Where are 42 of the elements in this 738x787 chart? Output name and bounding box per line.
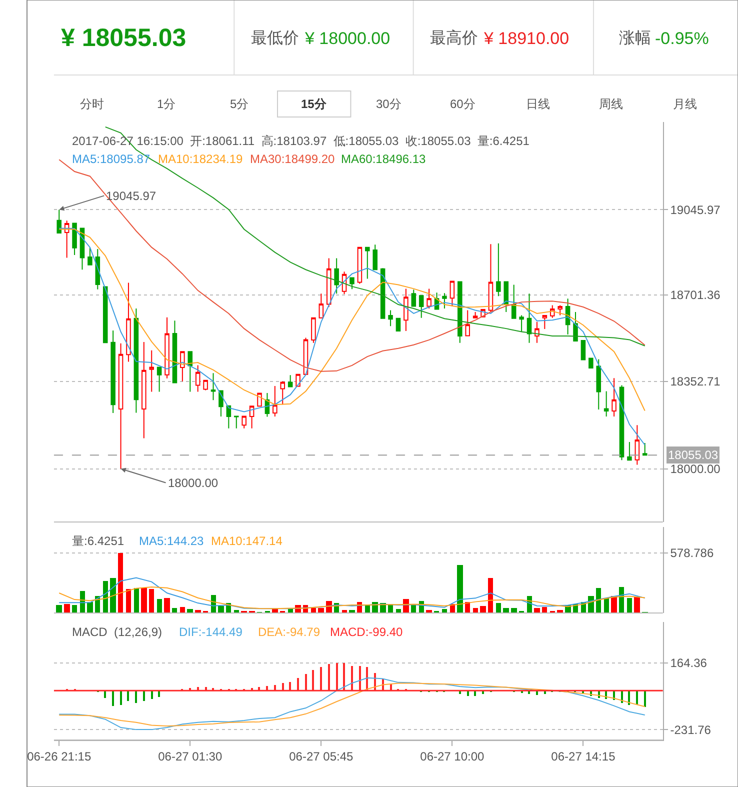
text: 60分 — [450, 97, 476, 111]
text: DIF:-144.49 — [179, 625, 243, 639]
text: 日线 — [526, 97, 550, 111]
annotation: 19045.97 — [106, 189, 156, 203]
text: 月线 — [673, 97, 697, 111]
text: MA5:144.23 — [139, 534, 204, 548]
text: 最高价 — [430, 29, 478, 47]
y-tick-label: 18000.00 — [670, 462, 721, 476]
text: 15分 — [301, 97, 328, 111]
y-tick-label: 19045.97 — [670, 202, 721, 217]
text: MA10:147.14 — [211, 534, 283, 548]
text: 涨幅 — [619, 29, 651, 47]
ref-line-label: 18055.03 — [668, 448, 718, 462]
x-tick-label: 06-26 21:15 — [27, 749, 92, 764]
y-tick-label: -231.76 — [670, 722, 712, 737]
text: ¥ 18055.03 — [61, 24, 186, 52]
annotation: 18000.00 — [168, 476, 218, 490]
text: MA60:18496.13 — [341, 152, 426, 166]
text: 最低价 — [251, 30, 299, 47]
text: DEA:-94.79 — [258, 625, 320, 639]
x-tick-label: 06-27 01:30 — [158, 749, 222, 764]
y-tick-label: 18701.36 — [670, 288, 721, 302]
text: 1分 — [157, 97, 176, 111]
y-tick-label: 164.36 — [670, 656, 708, 670]
chart-title: MACD (12,26,9) — [72, 625, 162, 639]
text: ¥ 18000.00 — [304, 29, 390, 48]
text: 分时 — [80, 97, 104, 111]
y-tick-label: 578.786 — [670, 546, 714, 560]
text: ¥ 18910.00 — [483, 29, 570, 48]
text: 量:6.4251 — [72, 534, 124, 548]
text: 5分 — [230, 97, 249, 111]
text: 30分 — [376, 97, 402, 111]
text: MA30:18499.20 — [250, 152, 336, 166]
text: 周线 — [599, 97, 623, 111]
text: MACD:-99.40 — [330, 625, 404, 639]
text: -0.95% — [655, 29, 709, 48]
y-tick-label: 18352.71 — [670, 374, 721, 389]
text: MA5:18095.87 — [72, 152, 150, 166]
x-tick-label: 06-27 10:00 — [420, 749, 485, 764]
text: MA10:18234.19 — [158, 152, 244, 166]
x-tick-label: 06-27 14:15 — [551, 749, 616, 764]
x-tick-label: 06-27 05:45 — [289, 749, 354, 764]
